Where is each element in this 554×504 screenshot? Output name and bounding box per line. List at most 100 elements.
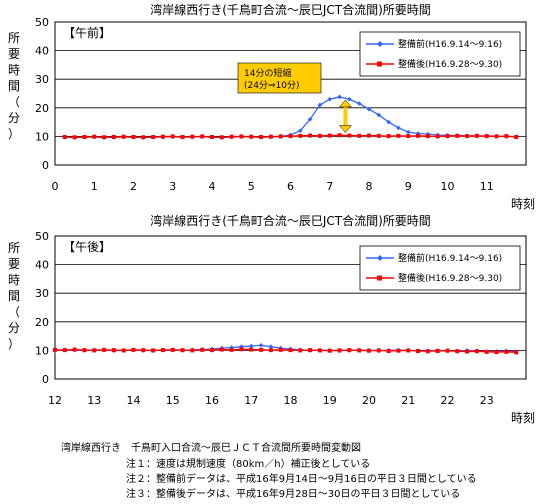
data-point — [288, 134, 293, 139]
legend-marker — [377, 61, 382, 67]
data-point — [102, 347, 107, 352]
legend-box — [359, 245, 521, 291]
data-point — [92, 134, 97, 139]
y-tick-label: 30 — [35, 73, 49, 86]
x-tick-label: 8 — [366, 180, 373, 193]
y-tick-label: 0 — [42, 373, 49, 386]
data-point — [190, 348, 195, 353]
data-point — [298, 128, 303, 133]
annotation-text: (24分⇒10分) — [244, 80, 299, 91]
x-tick-label: 1 — [91, 180, 98, 193]
data-point — [317, 102, 323, 108]
data-point — [229, 347, 234, 352]
period-label: 【午前】 — [63, 25, 111, 40]
data-point — [514, 134, 519, 139]
data-point — [268, 344, 274, 349]
data-point — [131, 134, 136, 139]
data-point — [347, 133, 352, 138]
chart-pm: 湾岸線西行き(千鳥町合流～辰巳JCT合流間)所要時間 0 10 20 30 40 50 12 1… — [8, 213, 535, 425]
y-tick-label: 10 — [35, 130, 49, 143]
data-point — [455, 133, 460, 138]
x-tick-label: 4 — [209, 180, 216, 193]
x-tick-label: 10 — [441, 180, 455, 193]
figure-caption: 湾岸線西行き 千鳥町入口合流～辰巳ＪＣＴ合流間所要時間変動図 — [61, 443, 361, 454]
x-tick-label: 3 — [169, 180, 176, 193]
x-tick-label: 21 — [401, 394, 415, 407]
data-point — [288, 348, 293, 353]
data-point — [484, 349, 489, 354]
legend-box — [359, 31, 521, 77]
data-point — [268, 134, 273, 139]
data-point — [298, 348, 303, 353]
data-point — [425, 134, 430, 139]
data-point — [160, 134, 165, 139]
y-tick-label: 20 — [35, 316, 49, 329]
x-tick-label: 14 — [127, 394, 141, 407]
data-point — [259, 134, 264, 139]
x-tick-label: 5 — [248, 180, 255, 193]
data-point — [356, 101, 362, 106]
data-point — [229, 134, 234, 139]
y-tick-label: 0 — [42, 159, 49, 172]
data-point — [376, 348, 381, 353]
data-point — [151, 348, 156, 353]
data-point — [416, 348, 421, 353]
data-point — [53, 347, 57, 352]
x-tick-label: 2 — [130, 180, 137, 193]
data-point — [504, 349, 509, 354]
x-tick-label: 0 — [52, 180, 59, 193]
data-point — [406, 134, 411, 139]
data-point — [278, 347, 283, 352]
data-point — [259, 347, 264, 352]
data-point — [504, 134, 509, 139]
x-tick-label: 15 — [166, 394, 180, 407]
y-tick-label: 50 — [35, 230, 49, 243]
data-point — [474, 349, 479, 354]
legend-marker — [377, 275, 382, 281]
data-point — [170, 347, 175, 352]
data-point — [258, 342, 264, 348]
data-point — [82, 348, 87, 353]
note-3: 注３：整備後データは、平成16年9月28日～30日の平日３日間としている — [126, 489, 461, 500]
y-tick-label: 30 — [35, 287, 49, 300]
x-axis-label: 時刻 — [511, 197, 535, 211]
y-tick-label: 50 — [35, 16, 49, 29]
data-point — [210, 134, 214, 139]
data-point — [396, 125, 401, 131]
data-point — [151, 134, 156, 139]
data-point — [337, 133, 342, 138]
data-point — [200, 347, 205, 352]
data-point — [317, 133, 322, 138]
x-tick-label: 16 — [205, 394, 219, 407]
data-point — [386, 134, 391, 139]
data-point — [367, 133, 371, 138]
data-point — [445, 348, 450, 353]
data-point — [160, 348, 165, 353]
data-point — [455, 349, 460, 354]
data-point — [200, 134, 205, 139]
data-point — [317, 348, 322, 353]
data-point — [307, 116, 313, 122]
data-point — [219, 135, 224, 140]
data-point — [337, 348, 342, 353]
data-point — [180, 134, 185, 139]
x-tick-label: 17 — [244, 394, 258, 407]
data-point — [406, 348, 411, 353]
data-point — [376, 133, 381, 138]
x-tick-label: 7 — [326, 180, 333, 193]
chart-am: 湾岸線西行き(千鳥町合流～辰巳JCT合流間)所要時間 0 10 20 30 40 50 0 1 2… — [8, 2, 535, 211]
legend-marker — [377, 255, 383, 261]
data-point — [268, 348, 273, 353]
data-point — [102, 135, 107, 140]
x-tick-label: 20 — [362, 394, 376, 407]
data-point — [62, 134, 67, 139]
legend: 整備前(H16.9.14～9.16) 整備後(H16.9.28～9.30) — [359, 245, 521, 291]
data-point — [366, 106, 372, 112]
data-point — [249, 134, 254, 139]
data-point — [190, 134, 195, 139]
data-point — [180, 348, 185, 353]
data-point — [337, 94, 342, 100]
x-tick-label: 22 — [441, 394, 455, 407]
data-point — [465, 134, 470, 139]
data-point — [396, 133, 401, 138]
